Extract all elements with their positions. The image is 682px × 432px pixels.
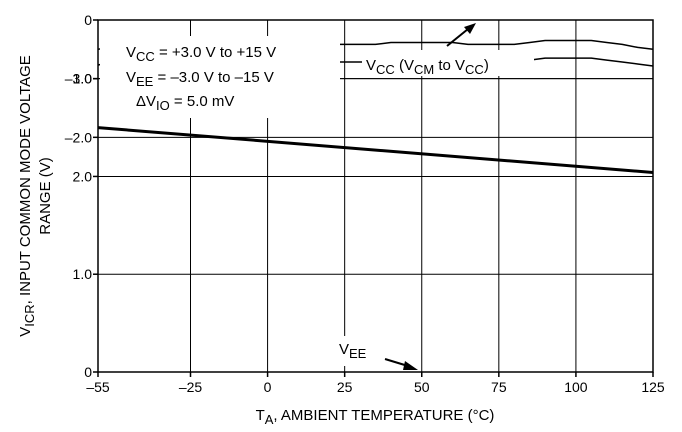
x-tick-label: 100 — [564, 379, 588, 395]
x-tick-label: –25 — [179, 379, 203, 395]
y-tick-label: –1.0 — [65, 71, 92, 87]
y-tick-label: 0 — [84, 12, 92, 28]
vee-arrow — [384, 358, 418, 370]
condition-vee: VEE = –3.0 V to –15 V — [126, 69, 274, 89]
y-tick-label: 3.0 — [73, 71, 93, 87]
y-tick-label: 2.0 — [73, 168, 93, 184]
x-tick-label: 50 — [414, 379, 430, 395]
condition-vcc: VCC = +3.0 V to +15 V — [126, 44, 276, 64]
vee-annotation: VEE — [339, 341, 367, 361]
condition-vio: ΔVIO = 5.0 mV — [136, 93, 234, 113]
vcc-arrow — [446, 23, 476, 47]
x-tick-label: 125 — [641, 379, 665, 395]
y-axis-label-line1: VICR, INPUT COMMON MODE VOLTAGE — [17, 55, 37, 337]
y-tick-label: 1.0 — [73, 266, 93, 282]
x-tick-label: 25 — [337, 379, 353, 395]
vee-annotation-bg — [336, 336, 380, 366]
vcc-annotation-bg — [362, 50, 534, 76]
plot-frame — [97, 19, 654, 373]
x-tick-label: 0 — [264, 379, 272, 395]
series-line-3 — [97, 126, 654, 174]
x-axis-label: TA, AMBIENT TEMPERATURE (°C) — [256, 407, 495, 427]
tick-labels: –55 –25 0 25 50 75 100 125 0 1.0 2.0 3.0 –2.0 –1.0 0 — [65, 12, 665, 395]
x-tick-label: 75 — [491, 379, 507, 395]
x-tick-label: –55 — [86, 379, 110, 395]
y-tick-label: 0 — [84, 364, 92, 380]
vcc-annotation: VCC (VCM to VCC) — [366, 57, 489, 77]
conditions-box — [100, 36, 340, 118]
y-axis-label-line2: RANGE (V) — [37, 157, 54, 235]
y-tick-label: –2.0 — [65, 129, 92, 145]
